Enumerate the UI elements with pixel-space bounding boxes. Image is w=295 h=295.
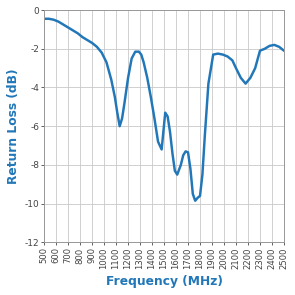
Y-axis label: Return Loss (dB): Return Loss (dB) (6, 68, 19, 184)
X-axis label: Frequency (MHz): Frequency (MHz) (106, 276, 222, 289)
